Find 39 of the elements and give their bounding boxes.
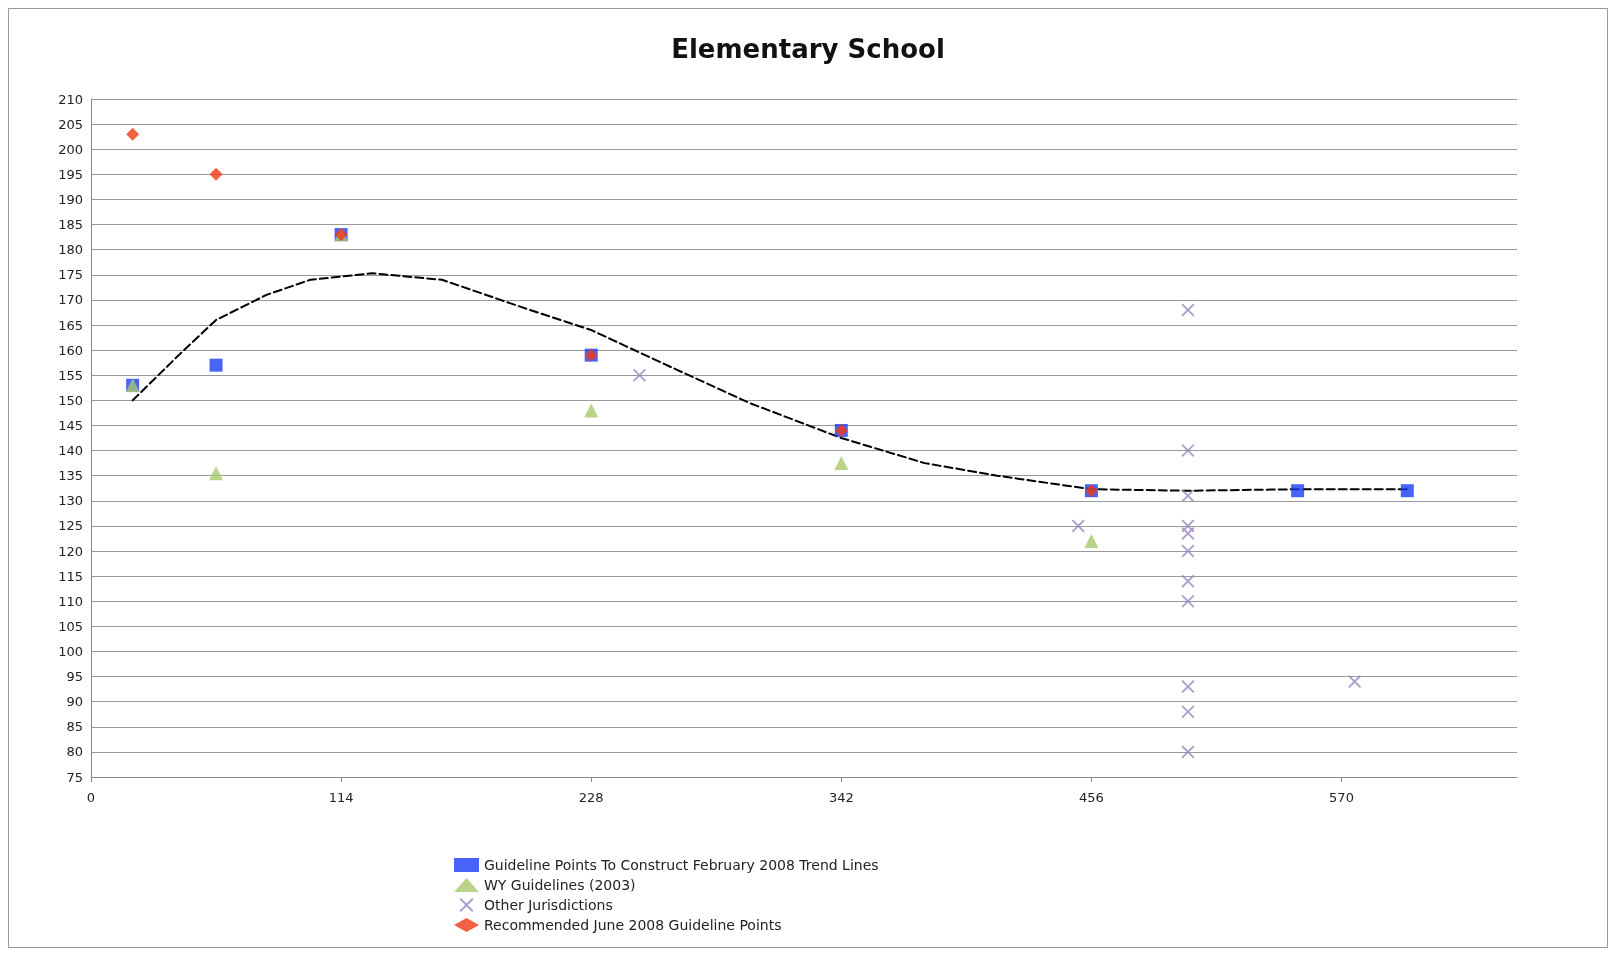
x-tick-label: 570 — [1329, 790, 1354, 805]
y-tick-label: 165 — [58, 317, 83, 333]
y-tick-label: 90 — [66, 694, 83, 710]
y-tick-label: 200 — [58, 141, 83, 157]
legend-label: WY Guidelines (2003) — [484, 877, 636, 893]
y-tick-label: 130 — [58, 493, 83, 509]
y-tick-label: 105 — [58, 618, 83, 634]
y-tick-label: 120 — [58, 543, 83, 559]
y-tick-label: 115 — [58, 568, 83, 584]
y-tick-label: 170 — [58, 292, 83, 308]
chart-title: Elementary School — [671, 34, 945, 64]
y-tick-label: 100 — [58, 643, 83, 659]
y-tick-label: 150 — [58, 392, 83, 408]
y-tick-label: 155 — [58, 367, 83, 383]
y-tick-label: 110 — [58, 593, 83, 609]
x-tick-label: 342 — [828, 790, 854, 805]
y-tick-label: 125 — [58, 518, 83, 534]
x-tick-label: 114 — [328, 790, 354, 805]
y-tick-label: 205 — [58, 116, 83, 132]
y-tick-label: 175 — [58, 267, 83, 283]
y-tick-label: 80 — [66, 744, 83, 760]
y-tick-label: 185 — [58, 217, 83, 233]
y-tick-label: 135 — [58, 468, 83, 484]
y-tick-label: 210 — [58, 91, 83, 107]
y-tick-label: 160 — [58, 342, 83, 358]
x-tick-label: 456 — [1078, 790, 1104, 805]
y-tick-label: 195 — [58, 166, 83, 182]
y-tick-label: 145 — [58, 417, 83, 433]
x-tick-label: 228 — [578, 790, 604, 805]
legend-label: Guideline Points To Construct February 2008 Trend Lines — [484, 857, 879, 873]
y-tick-label: 140 — [58, 443, 83, 459]
legend-label: Recommended June 2008 Guideline Points — [484, 917, 782, 933]
y-tick-label: 75 — [66, 769, 83, 785]
y-tick-label: 190 — [58, 191, 83, 207]
legend-label: Other Jurisdictions — [484, 897, 613, 913]
x-tick-label: 0 — [86, 790, 96, 805]
y-tick-label: 95 — [66, 669, 83, 685]
y-tick-label: 85 — [66, 719, 83, 735]
y-tick-label: 180 — [58, 242, 83, 258]
